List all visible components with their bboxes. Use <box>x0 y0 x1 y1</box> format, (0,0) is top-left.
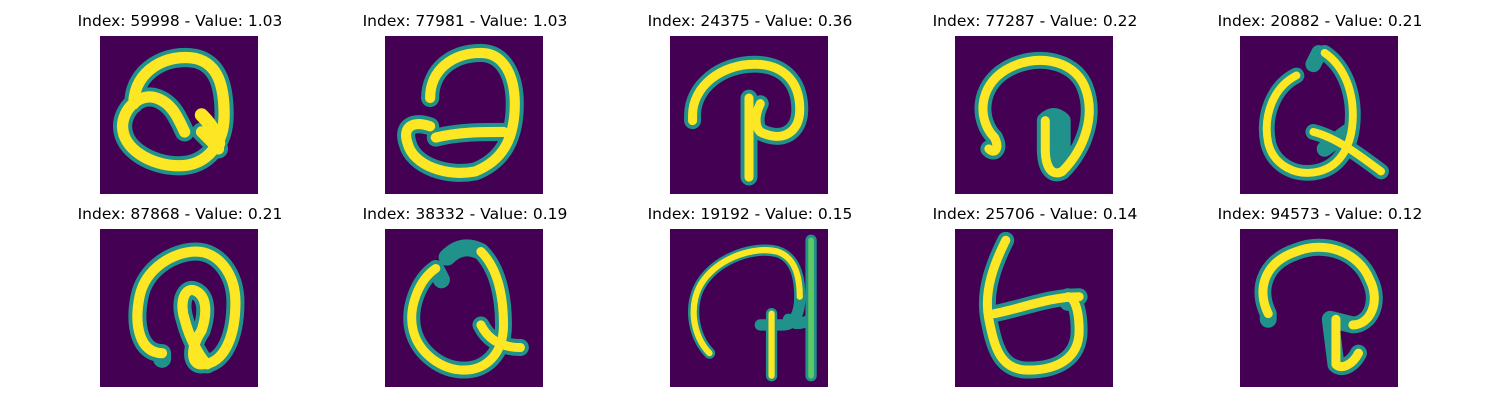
panel-title: Index: 24375 - Value: 0.36 <box>647 12 853 30</box>
handwritten-P-icon <box>670 36 828 194</box>
panel-title: Index: 59998 - Value: 1.03 <box>77 12 283 30</box>
handwritten-Q-icon <box>1240 36 1398 194</box>
panel-title: Index: 38332 - Value: 0.19 <box>362 205 568 223</box>
handwritten-hook-icon <box>1240 229 1398 387</box>
handwritten-b-icon <box>955 229 1113 387</box>
panel-title: Index: 20882 - Value: 0.21 <box>1217 12 1423 30</box>
panel-title: Index: 94573 - Value: 0.12 <box>1217 205 1423 223</box>
handwritten-Q-icon <box>385 229 543 387</box>
handwritten-arc-icon <box>670 229 828 387</box>
panel-title: Index: 19192 - Value: 0.15 <box>647 205 853 223</box>
handwritten-arc-icon <box>955 36 1113 194</box>
panel-title: Index: 25706 - Value: 0.14 <box>932 205 1138 223</box>
handwritten-arc-icon <box>100 229 258 387</box>
handwritten-Q-icon <box>100 36 258 194</box>
handwritten-Q-icon <box>385 36 543 194</box>
panel-title: Index: 87868 - Value: 0.21 <box>77 205 283 223</box>
panel-title: Index: 77287 - Value: 0.22 <box>932 12 1138 30</box>
panel-title: Index: 77981 - Value: 1.03 <box>362 12 568 30</box>
